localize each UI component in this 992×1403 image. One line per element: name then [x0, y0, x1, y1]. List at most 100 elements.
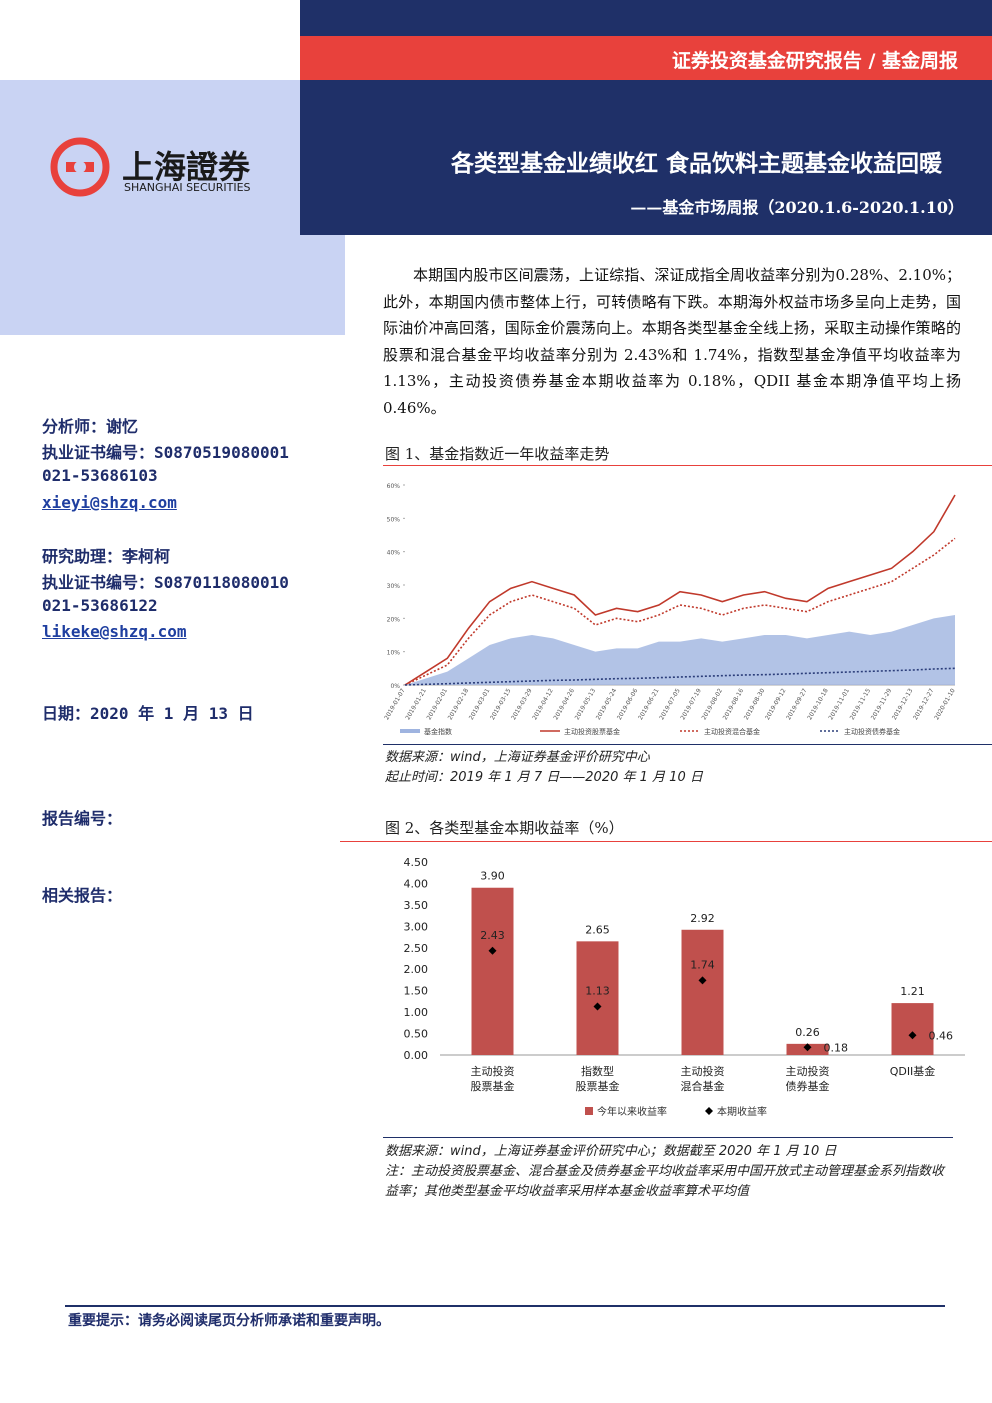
- bar: [576, 941, 619, 1055]
- assistant-cert: 执业证书编号：S0870118080010: [42, 573, 289, 592]
- x-tick-label: 2019-07-05: [658, 687, 682, 721]
- subtitle: ——基金市场周报（2020.1.6-2020.1.10）: [630, 198, 964, 217]
- y-tick-label: 20%: [387, 616, 401, 623]
- x-tick-label: 2019-03-01: [468, 687, 492, 721]
- x-tick-label: 2019-03-15: [489, 687, 513, 721]
- point: [803, 1043, 812, 1052]
- y-tick-label: 4.00: [404, 877, 429, 890]
- logo-en: SHANGHAI SECURITIES: [124, 181, 251, 194]
- fig2-note: 注：主动投资股票基金、混合基金及债券基金平均收益率采用中国开放式主动管理基金系列…: [385, 1164, 945, 1199]
- footer-rule: [65, 1305, 945, 1307]
- y-tick-label: 0.50: [404, 1028, 429, 1041]
- legend-label: 主动投资债券基金: [844, 727, 900, 736]
- point: [698, 976, 707, 985]
- x-tick-label: 2019-05-24: [595, 687, 619, 721]
- legend-label: 基金指数: [424, 727, 452, 736]
- point: [908, 1031, 917, 1040]
- chart-1: 0% 10% 20% 30% 40% 50% 60% 2019-01-072019-01-21…: [383, 483, 957, 736]
- legend-label: 主动投资混合基金: [704, 727, 760, 736]
- value-label: 3.90: [480, 870, 505, 883]
- value-label: 2.43: [480, 929, 505, 942]
- analyst-email[interactable]: xieyi@shzq.com: [42, 493, 177, 512]
- value-label: 1.13: [585, 985, 610, 998]
- value-label: 2.65: [585, 923, 610, 936]
- fig2-caption: 图 2、各类型基金本期收益率（%）: [385, 819, 624, 837]
- x-tick-label: 2019-12-13: [891, 687, 915, 721]
- x-tick-label: 2019-05-13: [574, 687, 598, 721]
- y-tick-label: 50%: [387, 516, 401, 523]
- x-tick-label: 2019-04-12: [531, 687, 555, 721]
- line: [404, 494, 956, 686]
- top-bar: [300, 0, 992, 36]
- y-tick-label: 4.50: [404, 856, 429, 869]
- x-tick-label: 2019-09-12: [764, 687, 788, 721]
- x-tick-label: 2020-01-10: [933, 687, 957, 721]
- analyst: 分析师：谢忆: [42, 417, 139, 436]
- assistant: 研究助理：李柯柯: [42, 547, 171, 566]
- x-tick-label: 2019-04-26: [552, 687, 576, 721]
- x-tick-label: 主动投资债券基金: [786, 1064, 830, 1093]
- value-label: 2.92: [690, 912, 715, 925]
- value-label: 0.18: [824, 1041, 849, 1054]
- rule: [383, 1137, 953, 1138]
- chart-2: 0.00 0.50 1.00 1.50 2.00 2.50 3.00 3.50 4.00 4.50…: [404, 856, 965, 1118]
- x-tick-label: 2019-10-18: [806, 687, 830, 721]
- x-tick-label: 指数型股票基金: [576, 1064, 620, 1093]
- fig1-caption: 图 1、基金指数近一年收益率走势: [385, 445, 610, 463]
- footer-notice: 重要提示：请务必阅读尾页分析师承诺和重要声明。: [68, 1313, 390, 1329]
- logo-cn: 上海證券: [122, 148, 251, 186]
- point: [593, 1002, 602, 1011]
- x-tick-label: 2019-02-18: [447, 687, 471, 721]
- banner: 证券投资基金研究报告 / 基金周报: [671, 50, 958, 72]
- x-tick-label: 2019-06-21: [637, 687, 661, 721]
- legend-swatch: [585, 1107, 593, 1115]
- y-tick-label: 2.50: [404, 942, 429, 955]
- y-tick-label: 3.50: [404, 899, 429, 912]
- title: 各类型基金业绩收红 食品饮料主题基金收益回暖: [450, 150, 942, 177]
- bar: [681, 929, 724, 1055]
- analyst-phone: 021-53686103: [42, 466, 158, 485]
- y-tick-label: 30%: [387, 583, 401, 590]
- legend-swatch: [705, 1107, 713, 1115]
- x-tick-label: 主动投资股票基金: [471, 1064, 515, 1093]
- date: 日期：2020 年 1 月 13 日: [42, 704, 254, 723]
- y-tick-label: 2.00: [404, 963, 429, 976]
- legend-swatch: [400, 729, 420, 733]
- x-tick-label: 2019-06-06: [616, 687, 640, 721]
- y-tick-label: 0.00: [404, 1049, 429, 1062]
- x-tick-label: 2019-09-27: [785, 687, 809, 721]
- area: [405, 615, 955, 685]
- legend-label: 主动投资股票基金: [564, 727, 620, 736]
- line: [404, 537, 956, 686]
- y-tick-label: 10%: [387, 650, 401, 657]
- report-no: 报告编号：: [42, 809, 123, 828]
- x-tick-label: QDII基金: [890, 1064, 936, 1078]
- x-tick-label: 2019-08-30: [743, 687, 767, 721]
- analyst-cert: 执业证书编号：S0870519080001: [42, 443, 289, 462]
- x-tick-label: 2019-12-27: [912, 687, 936, 721]
- y-tick-label: 1.50: [404, 985, 429, 998]
- title-panel: 各类型基金业绩收红 食品饮料主题基金收益回暖 ——基金市场周报（2020.1.6…: [300, 80, 992, 235]
- legend-label: 今年以来收益率: [597, 1105, 667, 1118]
- x-tick-label: 2019-07-19: [679, 687, 703, 721]
- logo-panel: [0, 80, 345, 335]
- logo-icon: [50, 137, 110, 197]
- x-tick-label: 2019-11-01: [827, 687, 851, 721]
- x-tick-label: 主动投资混合基金: [681, 1064, 725, 1093]
- x-tick-label: 2019-01-21: [404, 687, 428, 721]
- x-tick-label: 2019-02-01: [426, 687, 450, 721]
- value-label: 0.26: [795, 1026, 820, 1039]
- value-label: 1.21: [900, 985, 925, 998]
- related: 相关报告：: [42, 886, 123, 905]
- value-label: 0.46: [929, 1029, 954, 1042]
- x-tick-label: 2019-01-07: [383, 687, 407, 721]
- bar: [471, 887, 514, 1055]
- y-tick-label: 3.00: [404, 920, 429, 933]
- x-tick-label: 2019-08-16: [722, 687, 746, 721]
- bar: [891, 1003, 934, 1055]
- x-tick-label: 2019-03-29: [510, 687, 534, 721]
- x-tick-label: 2019-11-29: [870, 687, 894, 721]
- assistant-email[interactable]: likeke@shzq.com: [42, 622, 187, 641]
- value-label: 1.74: [690, 958, 715, 971]
